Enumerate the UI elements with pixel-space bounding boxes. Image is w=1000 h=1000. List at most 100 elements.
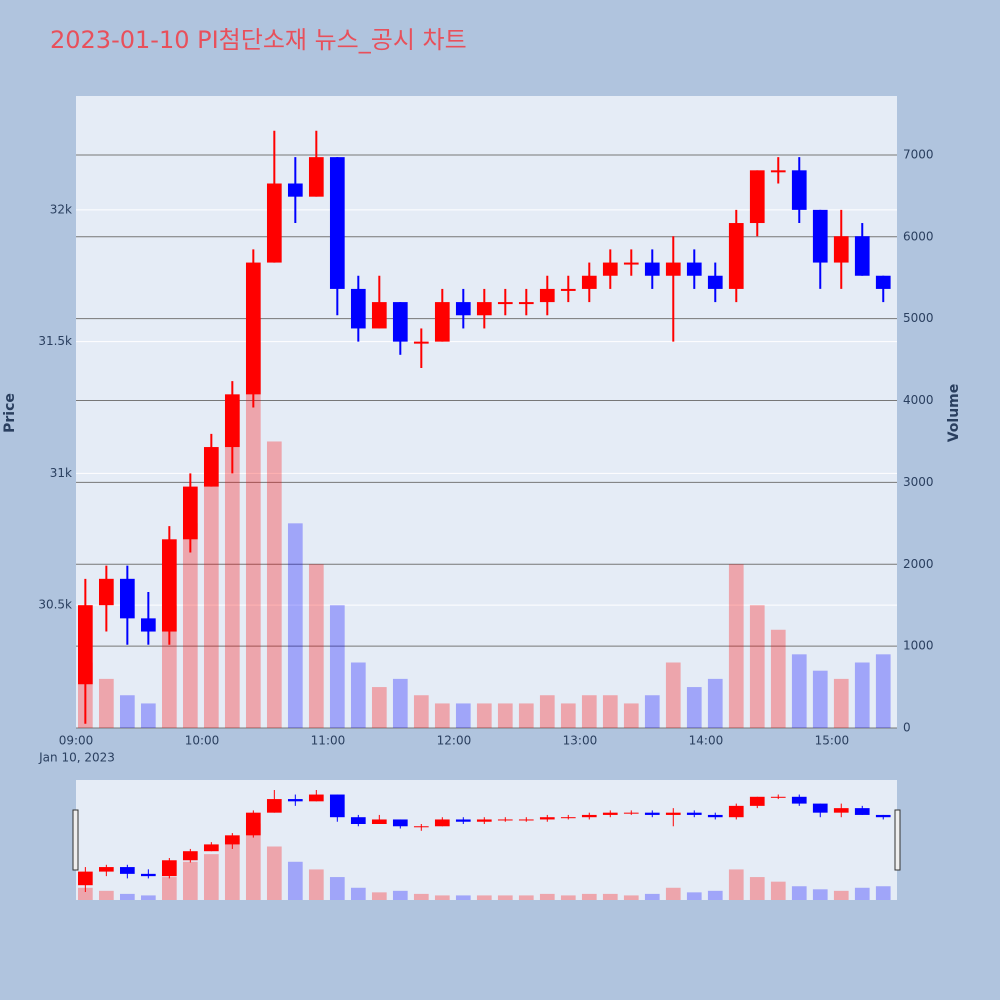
- slider-volume-bar: [875, 886, 891, 900]
- slider-candle-body: [287, 799, 303, 802]
- slider-volume-bar: [392, 890, 408, 900]
- candle-body: [329, 157, 345, 289]
- slider-volume-bar: [329, 877, 345, 900]
- candle-body: [602, 262, 618, 276]
- candle-body: [686, 262, 702, 276]
- chart-layer: 30.5k 31k 31.5k 32k 0 1000 2000 3000 4000 5000 600…: [38, 130, 934, 900]
- x-date-label: Jan 10, 2023: [38, 751, 115, 765]
- candle-body: [560, 288, 576, 291]
- slider-candle-body: [707, 814, 723, 818]
- volume-bar: [539, 695, 555, 728]
- slider-volume-bar: [266, 846, 282, 900]
- candle-body: [266, 183, 282, 263]
- slider-volume-bar: [224, 838, 240, 900]
- y-tick-label: 31k: [50, 466, 72, 480]
- volume-bar: [98, 678, 114, 728]
- candle-body: [518, 302, 534, 305]
- candle-body: [98, 578, 114, 606]
- slider-candle-body: [350, 817, 366, 824]
- slider-handle[interactable]: [72, 809, 79, 871]
- volume-bar: [287, 523, 303, 728]
- volume-bar: [833, 678, 849, 728]
- y2-axis-title: Volume: [946, 384, 962, 443]
- candle-body: [413, 341, 429, 344]
- slider-candle-body: [749, 796, 765, 806]
- y2-tick-label: 7000: [903, 147, 934, 161]
- slider-candle-body: [833, 808, 849, 813]
- y2-tick-label: 4000: [903, 393, 934, 407]
- slider-candle-body: [644, 812, 660, 815]
- candle-body: [539, 288, 555, 303]
- candle-body: [854, 236, 870, 276]
- volume-bar: [350, 662, 366, 728]
- slider-volume-bar: [119, 893, 135, 900]
- slider-candle-body: [497, 819, 513, 821]
- y-tick-label: 32k: [50, 202, 72, 216]
- y2-tick-label: 0: [903, 721, 911, 735]
- slider-candle-body: [182, 851, 198, 861]
- slider-volume-bar: [770, 881, 786, 900]
- y-tick-label: 31.5k: [38, 334, 72, 348]
- candle-body: [308, 157, 324, 197]
- volume-bar: [623, 703, 639, 728]
- slider-volume-bar: [854, 887, 870, 900]
- y2-tick-label: 5000: [903, 311, 934, 325]
- slider-candle-body: [119, 867, 135, 874]
- volume-bar: [371, 687, 387, 728]
- slider-candle-body: [581, 814, 597, 818]
- y2-tick-label: 2000: [903, 557, 934, 571]
- slider-volume-bar: [371, 892, 387, 900]
- volume-bar: [749, 605, 765, 728]
- slider-candle-body: [476, 819, 492, 822]
- slider-volume-bar: [665, 887, 681, 900]
- slider-volume-bar: [140, 895, 156, 900]
- candle-body: [392, 302, 408, 342]
- volume-bar: [791, 654, 807, 728]
- volume-bar: [812, 670, 828, 728]
- slider-volume-bar: [434, 895, 450, 900]
- candle-body: [644, 262, 660, 276]
- volume-bar: [392, 678, 408, 728]
- slider-candle-body: [98, 867, 114, 872]
- x-tick-label: 11:00: [311, 734, 346, 748]
- slider-candle-body: [161, 860, 177, 877]
- slider-volume-bar: [182, 861, 198, 900]
- slider-candle-body: [392, 819, 408, 827]
- slider-candle-body: [728, 805, 744, 818]
- slider-volume-bar: [707, 890, 723, 900]
- volume-bar: [665, 662, 681, 728]
- x-tick-label: 10:00: [185, 734, 220, 748]
- slider-volume-bar: [455, 895, 471, 900]
- candle-body: [287, 183, 303, 197]
- slider-candle-body: [686, 812, 702, 815]
- candle-body: [119, 578, 135, 619]
- candle-body: [812, 209, 828, 263]
- slider-volume-bar: [350, 887, 366, 900]
- volume-bar: [581, 695, 597, 728]
- candle-body: [350, 288, 366, 329]
- slider-candle-body: [812, 803, 828, 813]
- slider-volume-bar: [497, 895, 513, 900]
- volume-bar: [245, 318, 261, 728]
- y2-tick-label: 6000: [903, 229, 934, 243]
- slider-volume-bar: [581, 893, 597, 900]
- candle-body: [476, 302, 492, 316]
- slider-volume-bar: [98, 890, 114, 900]
- volume-bar: [602, 695, 618, 728]
- slider-candle-body: [140, 873, 156, 877]
- volume-bar: [329, 605, 345, 728]
- volume-bar: [161, 605, 177, 728]
- volume-bar: [707, 678, 723, 728]
- x-tick-label: 15:00: [815, 734, 850, 748]
- slider-candle-body: [854, 808, 870, 815]
- slider-candle-body: [665, 812, 681, 815]
- volume-bar: [644, 695, 660, 728]
- y-tick-label: 30.5k: [38, 598, 72, 612]
- y2-tick-label: 3000: [903, 475, 934, 489]
- slider-handle[interactable]: [894, 809, 901, 871]
- volume-bar: [560, 703, 576, 728]
- slider-candle-body: [791, 796, 807, 804]
- slider-candle-body: [78, 871, 93, 886]
- slider-volume-bar: [287, 861, 303, 900]
- slider-volume-bar: [833, 890, 849, 900]
